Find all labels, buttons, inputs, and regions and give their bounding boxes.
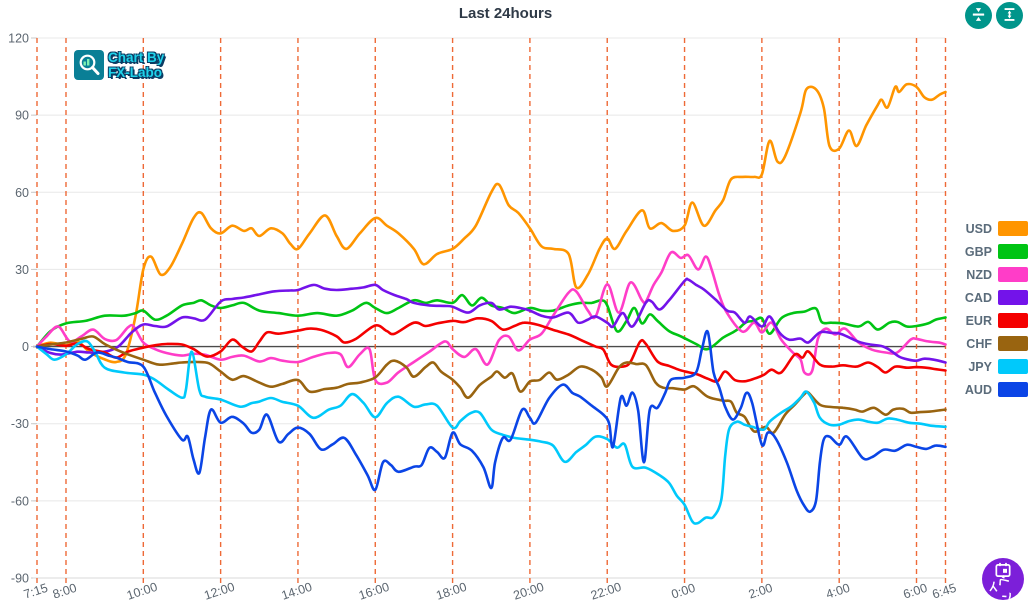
- legend-label: USD: [965, 221, 992, 236]
- legend-swatch: [998, 221, 1028, 236]
- watermark-line1: Chart By: [108, 50, 165, 65]
- x-axis-label: 16:00: [357, 580, 391, 603]
- x-axis-label: 6:45: [931, 581, 959, 602]
- legend-swatch: [998, 336, 1028, 351]
- legend-label: AUD: [964, 382, 992, 397]
- calendar-icon: [995, 562, 1011, 577]
- legend-label: JPY: [968, 359, 992, 374]
- series-line-gbp: [35, 293, 947, 351]
- x-axis-label: 20:00: [512, 580, 546, 603]
- expand-vertical-button[interactable]: [996, 2, 1023, 29]
- legend-swatch: [998, 290, 1028, 305]
- legend-label: CHF: [966, 336, 992, 351]
- x-axis-label: 0:00: [670, 581, 698, 602]
- legend-item-jpy[interactable]: JPY: [956, 359, 1028, 374]
- y-axis-label: 0: [22, 340, 29, 354]
- series-line-jpy: [35, 339, 947, 525]
- series-line-aud: [35, 329, 947, 514]
- watermark-line2: FX-Labo: [108, 65, 162, 80]
- legend: USD GBP NZD CAD EUR CHF JPY AUD: [956, 221, 1028, 405]
- page-title: Last 24hours: [458, 5, 553, 22]
- x-axis-label: 6:00: [902, 581, 930, 602]
- x-axis-label: 12:00: [202, 580, 236, 603]
- y-axis-label: -30: [11, 417, 29, 431]
- series-line-eur: [35, 316, 947, 383]
- legend-swatch: [998, 267, 1028, 282]
- legend-item-eur[interactable]: EUR: [956, 313, 1028, 328]
- legend-label: GBP: [964, 244, 992, 259]
- legend-item-cad[interactable]: CAD: [956, 290, 1028, 305]
- legend-item-gbp[interactable]: GBP: [956, 244, 1028, 259]
- legend-label: NZD: [966, 267, 992, 282]
- y-axis-label: 60: [15, 186, 29, 200]
- legend-label: EUR: [965, 313, 992, 328]
- x-axis-label: 18:00: [434, 580, 468, 603]
- legend-item-chf[interactable]: CHF: [956, 336, 1028, 351]
- event-button-label: イベン: [986, 573, 1017, 600]
- y-axis-label: 30: [15, 263, 29, 277]
- x-axis-label: 2:00: [747, 581, 775, 602]
- series-line-cad: [35, 277, 947, 364]
- x-axis-label: 10:00: [125, 580, 159, 603]
- event-button[interactable]: イベン: [982, 558, 1024, 600]
- compress-vertical-button[interactable]: [965, 2, 992, 29]
- x-axis-label: 22:00: [589, 580, 623, 603]
- series-line-usd: [35, 82, 947, 364]
- expand-vertical-icon: [1001, 6, 1018, 26]
- legend-label: CAD: [964, 290, 992, 305]
- fx-labo-logo-icon: [74, 50, 104, 80]
- legend-swatch: [998, 313, 1028, 328]
- y-axis-label: -60: [11, 494, 29, 508]
- legend-item-aud[interactable]: AUD: [956, 382, 1028, 397]
- series-line-nzd: [35, 250, 947, 386]
- legend-item-usd[interactable]: USD: [956, 221, 1028, 236]
- x-axis-label: 8:00: [51, 581, 79, 602]
- x-axis-label: 4:00: [824, 581, 852, 602]
- x-axis-label: 14:00: [280, 580, 314, 603]
- legend-swatch: [998, 359, 1028, 374]
- compress-vertical-icon: [970, 6, 987, 26]
- legend-item-nzd[interactable]: NZD: [956, 267, 1028, 282]
- legend-swatch: [998, 244, 1028, 259]
- y-axis-label: -90: [11, 572, 29, 586]
- y-axis-label: 90: [15, 109, 29, 123]
- watermark-text: Chart By FX-Labo: [108, 50, 164, 80]
- legend-swatch: [998, 382, 1028, 397]
- y-axis-label: 120: [8, 32, 29, 46]
- watermark: Chart By FX-Labo: [74, 50, 164, 80]
